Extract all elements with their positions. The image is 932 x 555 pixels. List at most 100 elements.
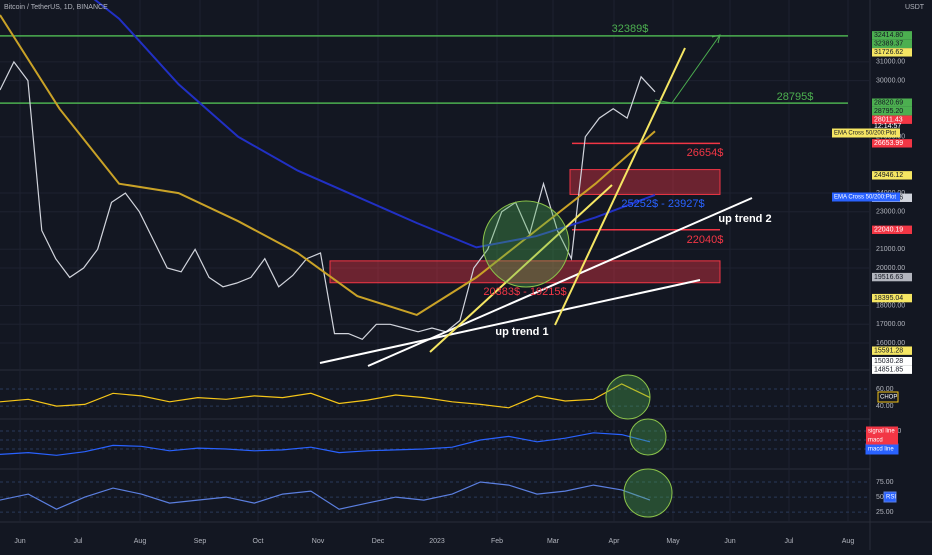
y-tick-label: 25.00 [876,509,894,516]
price-tag-label: 24946.12 [874,172,903,179]
trendline [429,184,613,353]
trendline [319,279,701,364]
price-tag [872,48,912,57]
price-tag-label: 14851.85 [874,367,903,374]
x-tick-label: Mar [547,538,560,545]
countdown: 12:14:57 [874,123,901,130]
price-tag-label: 28011.43 [874,117,903,124]
price-tag-label: 19516.63 [874,274,903,281]
currency: USDT [905,4,925,11]
plot-tag-label: EMA Cross 50/200:Plot [834,195,896,201]
x-tick-label: 2023 [429,538,445,545]
price-line [93,0,656,249]
plot-tag [832,192,900,202]
x-tick-label: Jul [74,538,83,545]
price-tag-label: 15030.28 [874,358,903,365]
indicator-line [0,481,651,510]
indicator-line [0,432,651,456]
price-tag-label: 31726.62 [874,49,903,56]
x-tick-label: Jun [14,538,25,545]
x-tick-label: May [666,538,680,545]
y-tick-label: 20000.00 [876,265,905,272]
price-tag-label: 32389.37 [874,41,903,48]
y-tick-label: 21000.00 [876,246,905,253]
price-tag [872,365,912,374]
highlight [629,418,667,456]
y-tick-label: 31000.00 [876,59,905,66]
annotation: 28795$ [777,91,814,103]
trendline [367,197,753,367]
plot-tag [832,128,900,138]
price-line [0,60,656,341]
price-tag [872,98,912,107]
x-tick-label: Aug [842,538,855,545]
legend-entry: signal line [868,429,895,435]
indicator-tag [883,491,897,503]
price-tag [872,39,912,49]
x-tick-label: Sep [194,538,207,545]
price-tag-label: 26653.99 [874,140,903,147]
price-tag [872,115,912,124]
annotation: up trend 1 [495,326,548,338]
price-tag [872,293,912,303]
price-tag [872,107,912,116]
price-tag-label: 15591.28 [874,348,903,355]
trendline [554,47,686,326]
highlight [623,468,673,518]
y-tick-label: 23000.00 [876,209,905,216]
price-tag [872,225,912,234]
annotation: 25252$ - 23927$ [621,198,704,210]
annotation: 22040$ [687,234,724,246]
y-tick-label: 75.00 [876,479,894,486]
y-tick-label: 16000.00 [876,340,905,347]
y-tick-label: 17000.00 [876,321,905,328]
x-tick-label: Jun [724,538,735,545]
price-tag-label: 28795.20 [874,108,903,115]
zone [569,169,721,195]
price-tag [872,272,912,282]
x-tick-label: Dec [372,538,385,545]
price-tag [872,171,912,180]
indicator-name: macd line [868,447,894,453]
price-tag [872,356,912,366]
price-tag-label: 32414.80 [874,32,903,39]
arrowhead [711,34,721,44]
price-tag-label: 18395.04 [874,295,903,302]
highlight [482,200,570,288]
y-tick-label: 60.00 [876,386,894,393]
price-tag-label: 28820.69 [874,100,903,107]
indicator-name: RSI [886,495,896,501]
indicator-tag [877,391,899,403]
annotation: up trend 2 [718,213,771,225]
x-tick-label: Apr [609,538,621,545]
price-line [0,14,656,316]
annotation: 26654$ [687,147,724,159]
x-tick-label: Feb [491,538,503,545]
y-tick-label: 30000.00 [876,77,905,84]
legend-tag [866,435,898,445]
price-tag-label: 22040.19 [874,227,903,234]
y-tick-label: 40.00 [876,403,894,410]
annotation: 20383$ - 19215$ [483,286,566,298]
legend-entry: macd [868,438,883,444]
x-tick-label: Jul [785,538,794,545]
legend-tag [866,426,898,436]
x-tick-label: Oct [253,538,264,545]
indicator-name: CHOP [880,395,897,401]
symbol: Bitcoin / TetherUS, 1D, BINANCE [4,4,108,11]
price-tag [872,346,912,355]
price-tag [872,31,912,40]
y-tick-label: 18000.00 [876,302,905,309]
indicator-line [0,383,651,409]
plot-tag-label: EMA Cross 50/200:Plot [834,131,896,137]
projection [654,34,721,104]
x-tick-label: Nov [312,538,325,545]
price-tag [872,139,912,148]
annotation: 32389$ [612,23,649,35]
x-tick-label: Aug [134,538,147,545]
highlight [605,374,651,420]
zone [329,260,721,284]
